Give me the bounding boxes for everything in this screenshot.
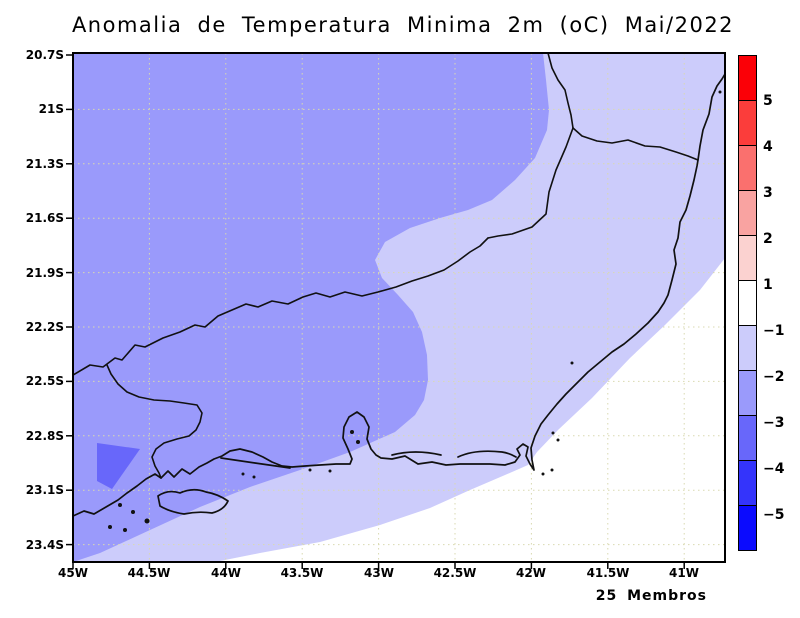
lagoon-araruama [457, 450, 517, 458]
lat-tick-label: 21S [38, 102, 64, 116]
lon-tick-label: 44W [211, 566, 241, 580]
colorbar-tick-label: −4 [763, 461, 785, 477]
lon-tick-label: 43.5W [280, 566, 324, 580]
colorbar-tick-label: −1 [763, 323, 785, 339]
lon-tick-label: 44.5W [127, 566, 171, 580]
lat-tick-label: 21.9S [25, 266, 64, 280]
lon-tick-label: 41W [669, 566, 699, 580]
map-plot [66, 52, 726, 569]
lat-tick-label: 23.4S [25, 538, 64, 552]
colorbar [738, 55, 757, 551]
colorbar-tick-label: 3 [763, 185, 773, 201]
lat-tick-label: 21.3S [25, 157, 64, 171]
lat-tick-label: 23.1S [25, 483, 64, 497]
state-border-north [547, 53, 574, 129]
lon-tick-label: 41.5W [586, 566, 630, 580]
colorbar-tick-label: −5 [763, 507, 785, 523]
chart-title: Anomalia de Temperatura Minima 2m (oC) M… [71, 13, 735, 37]
lat-tick-label: 22.8S [25, 429, 64, 443]
lon-tick-label: 43W [364, 566, 394, 580]
lon-tick-label: 42.5W [433, 566, 477, 580]
map-frame [72, 52, 726, 563]
colorbar-segment [738, 505, 757, 551]
colorbar-tick-label: 2 [763, 231, 773, 247]
lat-tick-label: 22.2S [25, 320, 64, 334]
ensemble-members-label: 25 Membros [595, 588, 707, 604]
graticule [73, 53, 725, 562]
state-border-mg-es [572, 127, 699, 161]
coastline [73, 73, 725, 517]
colorbar-tick-label: 5 [763, 93, 773, 109]
colorbar-tick-label: −3 [763, 415, 785, 431]
state-border-rj-es [487, 127, 574, 239]
ilha-grande [157, 488, 229, 515]
lat-tick-label: 20.7S [25, 48, 64, 62]
state-border-mg-rj [73, 237, 489, 376]
colorbar-tick-label: 1 [763, 277, 773, 293]
restinga-marambaia [220, 457, 291, 469]
colorbar-tick-label: 4 [763, 139, 773, 155]
state-border-sp-rj [106, 364, 203, 479]
lon-tick-label: 45W [58, 566, 88, 580]
axis-ticks [66, 54, 685, 569]
shade-near-zero-ocean [215, 258, 725, 562]
shade-minus3-minus4 [97, 443, 140, 489]
islands [108, 90, 722, 532]
lat-tick-label: 21.6S [25, 211, 64, 225]
latitude-axis-labels: 20.7S 21S 21.3S 21.6S 21.9S 22.2S 22.5S 22.8S 23… [0, 0, 64, 618]
colorbar-tick-label: −2 [763, 369, 785, 385]
lagoon-marica [391, 451, 442, 456]
lon-tick-label: 42W [516, 566, 546, 580]
lat-tick-label: 22.5S [25, 374, 64, 388]
